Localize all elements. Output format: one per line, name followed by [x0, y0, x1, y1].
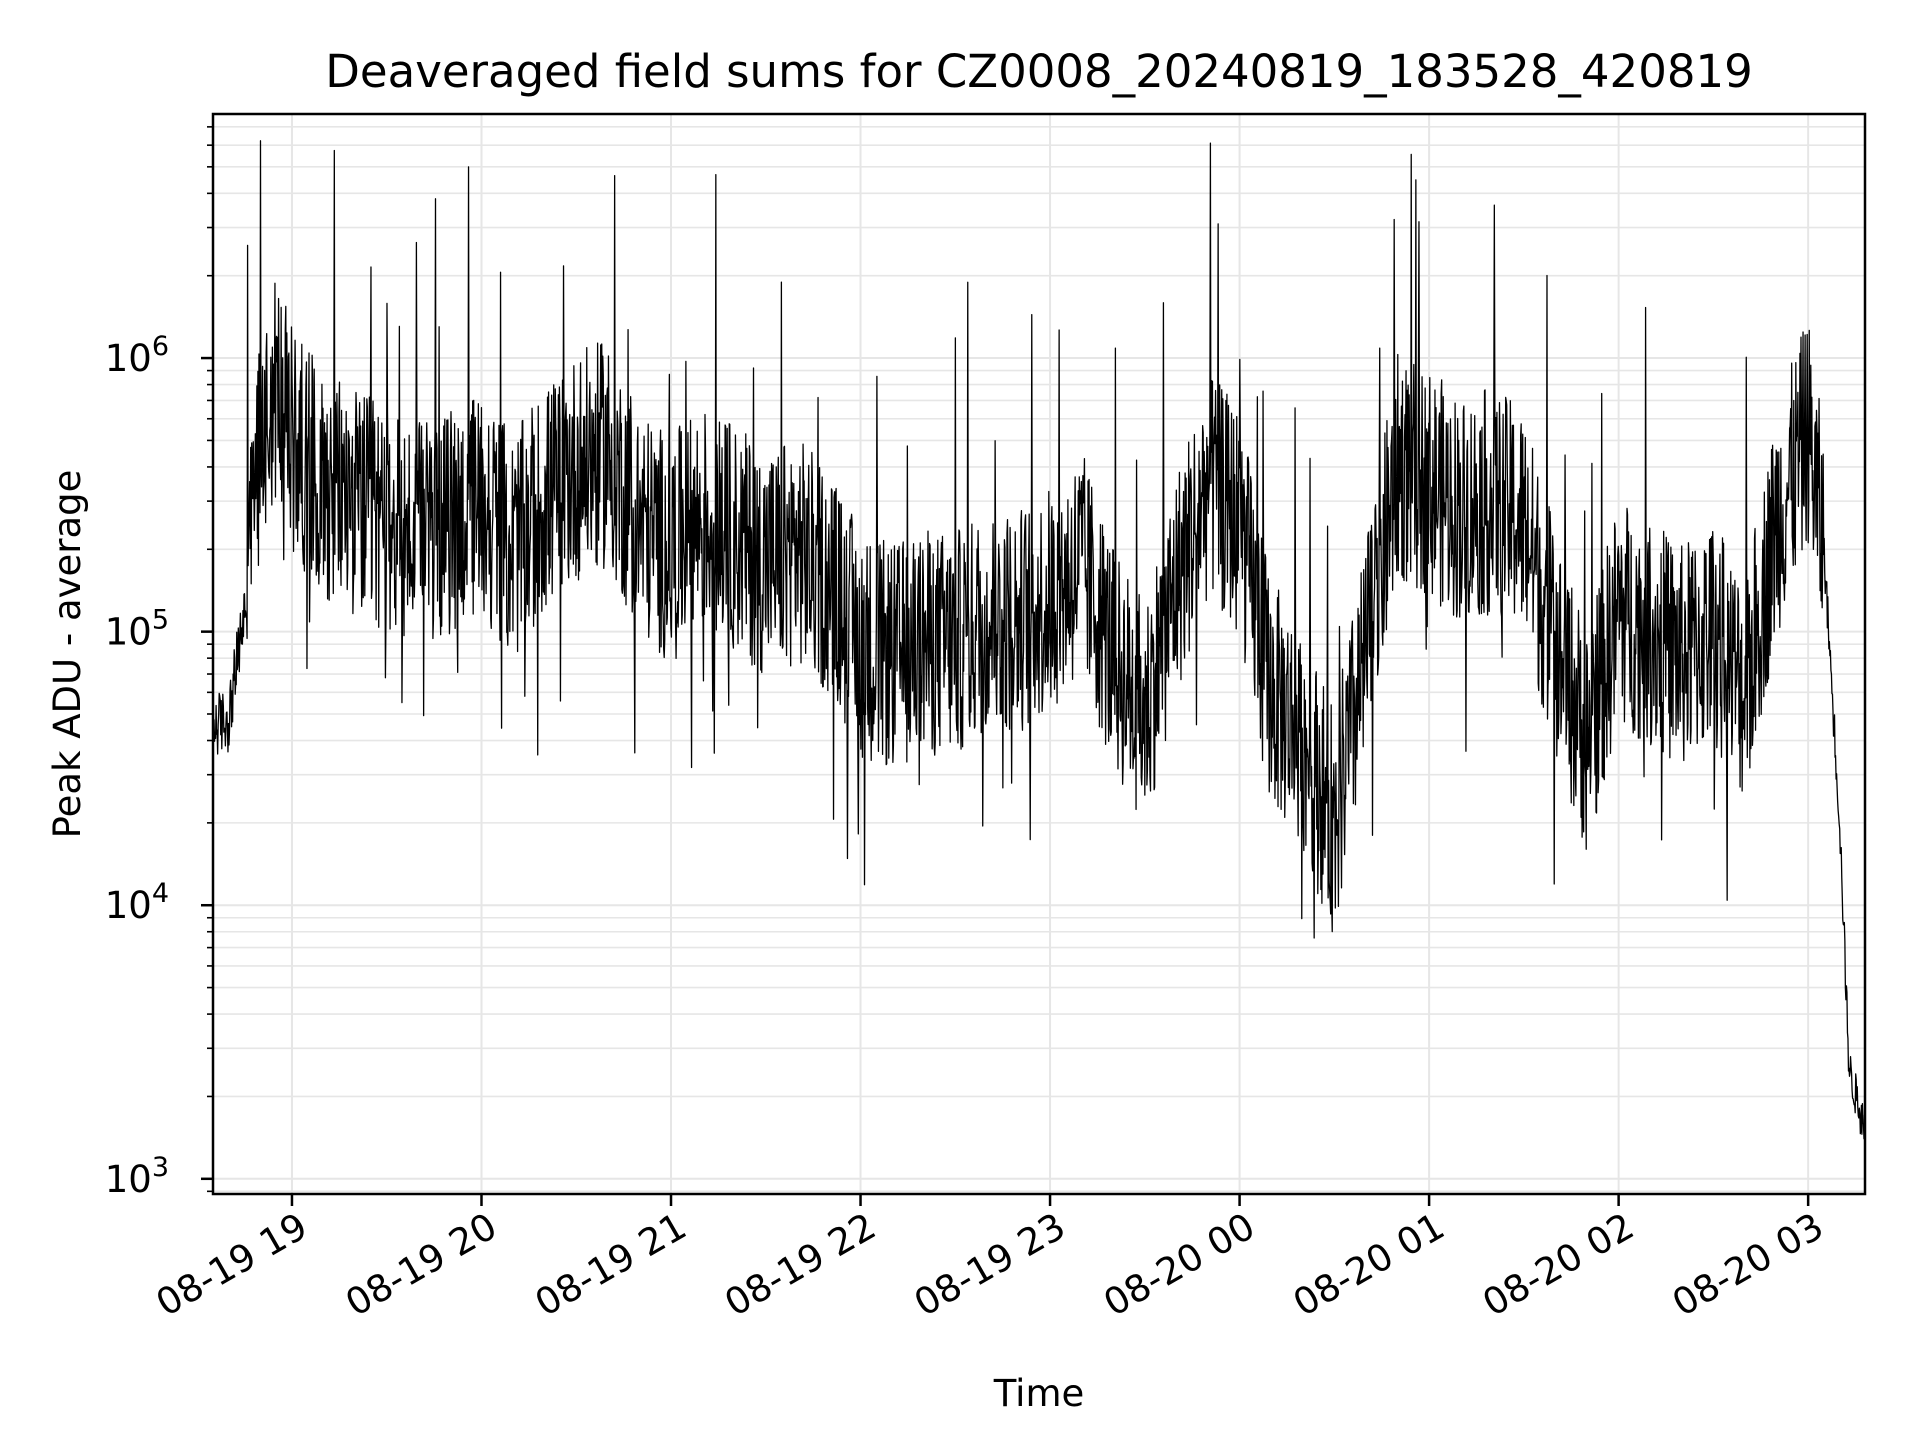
x-tick-label: 08-19 21: [528, 1205, 694, 1325]
x-tick-label: 08-19 20: [338, 1205, 504, 1325]
x-tick-label: 08-20 03: [1665, 1205, 1831, 1325]
y-axis-label: Peak ADU - average: [46, 470, 89, 839]
x-tick-label: 08-19 22: [717, 1205, 883, 1325]
x-axis: 08-19 19 08-19 20 08-19 21 08-19 22 08-19 23…: [149, 1194, 1831, 1325]
y-tick-label: 105: [105, 605, 169, 654]
chart-title: Deaveraged field sums for CZ0008_2024081…: [325, 45, 1752, 98]
x-tick-label: 08-19 19: [149, 1205, 315, 1325]
x-tick-label: 08-20 02: [1476, 1205, 1642, 1325]
series-line: [212, 140, 1866, 1145]
x-tick-label: 08-20 00: [1097, 1205, 1263, 1325]
x-axis-label: Time: [993, 1372, 1085, 1415]
y-tick-label: 106: [105, 331, 169, 380]
y-axis: 103 104 105 106: [105, 126, 213, 1201]
x-tick-label: 08-20 01: [1286, 1205, 1452, 1325]
series-layer: [212, 140, 1866, 1145]
y-tick-label: 104: [105, 878, 169, 927]
y-tick-label: 103: [105, 1152, 169, 1201]
x-tick-label: 08-19 23: [907, 1205, 1073, 1325]
plot-frame: [211, 112, 1867, 1196]
